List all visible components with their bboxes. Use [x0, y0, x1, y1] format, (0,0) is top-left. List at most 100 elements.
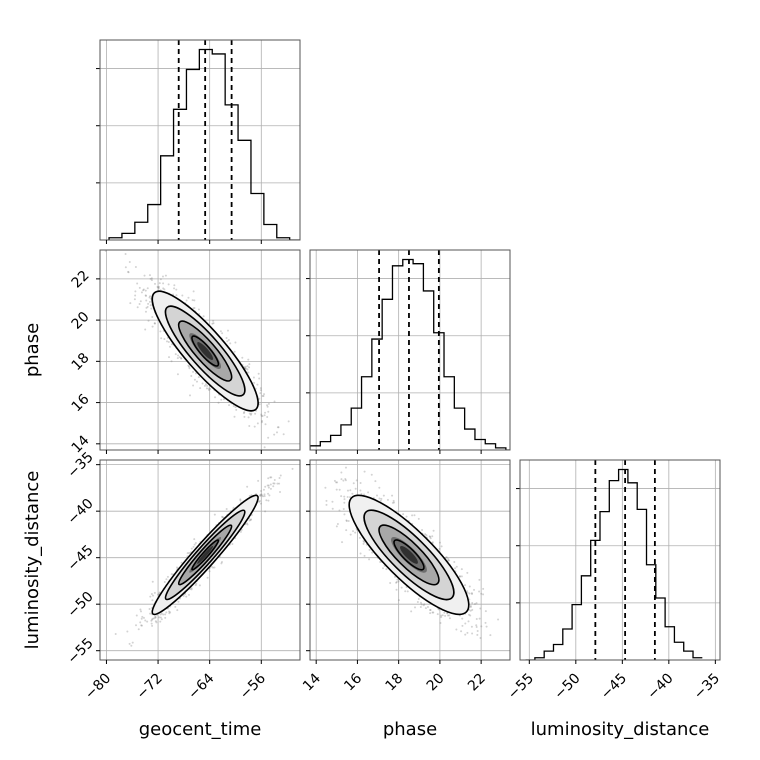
scatter-point: [170, 360, 173, 363]
scatter-point: [139, 300, 142, 303]
scatter-point: [263, 414, 266, 417]
scatter-point: [276, 450, 278, 452]
scatter-point: [150, 307, 153, 310]
scatter-point: [466, 591, 469, 594]
scatter-point: [379, 499, 382, 502]
scatter-point: [180, 357, 183, 360]
scatter-point: [269, 483, 272, 486]
scatter-point: [206, 384, 209, 387]
scatter-point: [177, 354, 180, 357]
scatter-point: [166, 575, 169, 578]
scatter-point: [154, 616, 157, 619]
scatter-point: [428, 535, 431, 538]
scatter-point: [370, 473, 373, 476]
scatter-point: [130, 644, 133, 647]
scatter-point: [153, 591, 156, 594]
scatter-point: [138, 286, 141, 289]
scatter-point: [485, 625, 488, 628]
scatter-point: [362, 542, 365, 545]
scatter-point: [338, 488, 341, 491]
scatter-point: [448, 614, 451, 617]
scatter-point: [467, 620, 470, 623]
scatter-point: [245, 367, 248, 370]
scatter-point: [159, 620, 162, 623]
scatter-point: [374, 480, 377, 483]
scatter-point: [217, 401, 220, 404]
scatter-point: [225, 337, 228, 340]
scatter-point: [343, 498, 346, 501]
scatter-point: [395, 588, 398, 591]
scatter-point: [263, 493, 266, 496]
scatter-point: [422, 604, 425, 607]
scatter-point: [192, 307, 195, 310]
scatter-point: [470, 592, 473, 595]
scatter-point: [378, 486, 381, 489]
scatter-point: [133, 298, 136, 301]
scatter-point: [484, 621, 487, 624]
scatter-point: [249, 518, 252, 521]
scatter-point: [162, 613, 165, 616]
scatter-point: [168, 345, 171, 348]
scatter-point: [466, 631, 469, 634]
scatter-point: [260, 413, 263, 416]
y-axis-label-phase: phase: [22, 323, 43, 377]
scatter-point: [191, 299, 194, 302]
scatter-point: [187, 593, 190, 596]
scatter-point: [197, 308, 200, 311]
scatter-point: [386, 498, 389, 501]
x-tick-label: −55: [505, 670, 537, 702]
scatter-point: [440, 545, 443, 548]
scatter-point: [173, 287, 176, 290]
scatter-point: [478, 590, 481, 593]
scatter-point: [233, 415, 236, 418]
scatter-point: [188, 367, 191, 370]
scatter-point: [144, 310, 147, 313]
scatter-point: [464, 633, 467, 636]
scatter-point: [231, 542, 234, 545]
scatter-point: [195, 582, 198, 585]
scatter-point: [176, 373, 179, 376]
scatter-point: [226, 340, 229, 343]
scatter-point: [221, 515, 224, 518]
scatter-point: [473, 588, 476, 591]
scatter-point: [221, 516, 224, 519]
scatter-point: [258, 377, 261, 380]
scatter-point: [480, 592, 483, 595]
x-tick-label: 22: [465, 670, 489, 694]
scatter-point: [256, 383, 259, 386]
scatter-point: [338, 509, 341, 512]
scatter-point: [169, 611, 172, 614]
scatter-point: [455, 565, 458, 568]
scatter-point: [260, 493, 263, 496]
scatter-point: [272, 482, 275, 485]
scatter-point: [257, 372, 260, 375]
scatter-point: [261, 395, 264, 398]
scatter-point: [140, 617, 143, 620]
scatter-point: [391, 494, 394, 497]
scatter-point: [239, 498, 242, 501]
scatter-point: [267, 436, 270, 439]
scatter-point: [417, 597, 420, 600]
scatter-point: [340, 495, 343, 498]
scatter-point: [142, 288, 145, 291]
scatter-point: [148, 300, 151, 303]
scatter-point: [233, 350, 236, 353]
scatter-point: [260, 421, 263, 424]
density-fill: [151, 290, 259, 412]
scatter-point: [429, 537, 432, 540]
x-tick-label: 18: [383, 670, 407, 694]
scatter-point: [397, 599, 400, 602]
scatter-point: [267, 477, 270, 480]
panel-frame: [99, 39, 301, 241]
scatter-point: [265, 499, 268, 502]
scatter-point: [395, 581, 398, 584]
scatter-point: [396, 578, 399, 581]
scatter-point: [188, 551, 191, 554]
scatter-point: [420, 603, 423, 606]
y-axis-label-luminosity-distance: luminosity_distance: [22, 471, 43, 650]
scatter-point: [335, 481, 338, 484]
scatter-point: [252, 376, 255, 379]
scatter-point: [175, 566, 178, 569]
scatter-point: [127, 271, 130, 274]
scatter-point: [198, 584, 201, 587]
